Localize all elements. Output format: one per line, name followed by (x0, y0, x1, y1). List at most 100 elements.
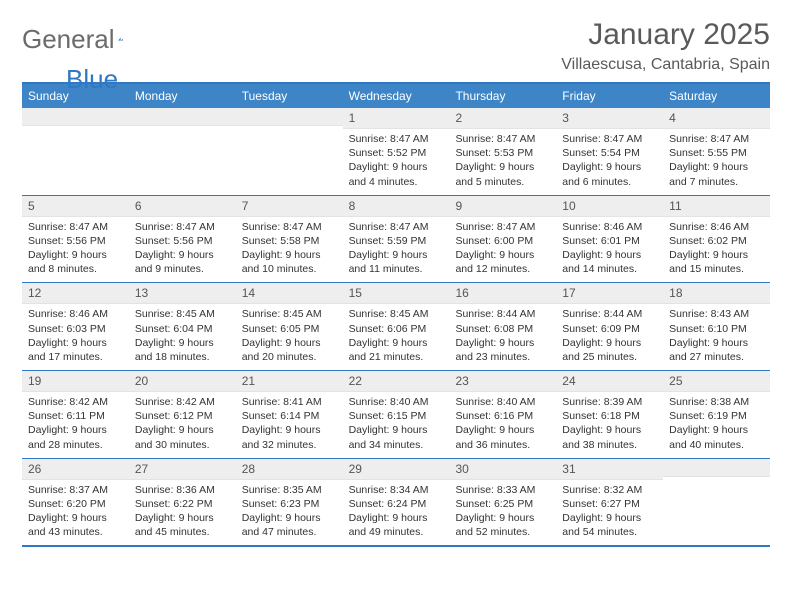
week-row: 1Sunrise: 8:47 AMSunset: 5:52 PMDaylight… (22, 108, 770, 196)
day-cell: 13Sunrise: 8:45 AMSunset: 6:04 PMDayligh… (129, 283, 236, 370)
day-cell: 28Sunrise: 8:35 AMSunset: 6:23 PMDayligh… (236, 459, 343, 546)
day-detail: Sunrise: 8:46 AMSunset: 6:03 PMDaylight:… (22, 304, 129, 370)
day-cell: 15Sunrise: 8:45 AMSunset: 6:06 PMDayligh… (343, 283, 450, 370)
day-cell: 8Sunrise: 8:47 AMSunset: 5:59 PMDaylight… (343, 196, 450, 283)
day-cell (663, 459, 770, 546)
day-number: 30 (449, 459, 556, 480)
day-detail: Sunrise: 8:36 AMSunset: 6:22 PMDaylight:… (129, 480, 236, 546)
day-number: 25 (663, 371, 770, 392)
day-header: Saturday (663, 84, 770, 108)
day-cell (22, 108, 129, 195)
day-cell: 11Sunrise: 8:46 AMSunset: 6:02 PMDayligh… (663, 196, 770, 283)
day-cell: 10Sunrise: 8:46 AMSunset: 6:01 PMDayligh… (556, 196, 663, 283)
day-number: 20 (129, 371, 236, 392)
day-header: Wednesday (343, 84, 450, 108)
month-title: January 2025 (561, 18, 770, 52)
day-number (236, 108, 343, 126)
day-detail: Sunrise: 8:44 AMSunset: 6:09 PMDaylight:… (556, 304, 663, 370)
day-detail: Sunrise: 8:47 AMSunset: 5:52 PMDaylight:… (343, 129, 450, 195)
day-detail: Sunrise: 8:47 AMSunset: 5:59 PMDaylight:… (343, 217, 450, 283)
day-number: 16 (449, 283, 556, 304)
day-detail (663, 477, 770, 535)
day-number (129, 108, 236, 126)
day-number: 22 (343, 371, 450, 392)
day-detail: Sunrise: 8:42 AMSunset: 6:12 PMDaylight:… (129, 392, 236, 458)
day-number: 5 (22, 196, 129, 217)
day-cell (129, 108, 236, 195)
calendar: Sunday Monday Tuesday Wednesday Thursday… (22, 82, 770, 547)
day-detail: Sunrise: 8:46 AMSunset: 6:02 PMDaylight:… (663, 217, 770, 283)
day-number: 18 (663, 283, 770, 304)
week-row: 19Sunrise: 8:42 AMSunset: 6:11 PMDayligh… (22, 371, 770, 459)
sail-icon (118, 28, 123, 50)
day-number: 24 (556, 371, 663, 392)
day-detail: Sunrise: 8:47 AMSunset: 5:56 PMDaylight:… (129, 217, 236, 283)
day-cell: 19Sunrise: 8:42 AMSunset: 6:11 PMDayligh… (22, 371, 129, 458)
day-header-row: Sunday Monday Tuesday Wednesday Thursday… (22, 84, 770, 108)
day-detail: Sunrise: 8:47 AMSunset: 6:00 PMDaylight:… (449, 217, 556, 283)
day-number: 29 (343, 459, 450, 480)
day-cell: 1Sunrise: 8:47 AMSunset: 5:52 PMDaylight… (343, 108, 450, 195)
day-number: 1 (343, 108, 450, 129)
day-number: 12 (22, 283, 129, 304)
day-number: 8 (343, 196, 450, 217)
day-cell (236, 108, 343, 195)
day-cell: 27Sunrise: 8:36 AMSunset: 6:22 PMDayligh… (129, 459, 236, 546)
day-header: Tuesday (236, 84, 343, 108)
day-detail: Sunrise: 8:43 AMSunset: 6:10 PMDaylight:… (663, 304, 770, 370)
day-number: 26 (22, 459, 129, 480)
day-number: 7 (236, 196, 343, 217)
day-number: 13 (129, 283, 236, 304)
day-cell: 4Sunrise: 8:47 AMSunset: 5:55 PMDaylight… (663, 108, 770, 195)
day-detail: Sunrise: 8:42 AMSunset: 6:11 PMDaylight:… (22, 392, 129, 458)
day-number: 14 (236, 283, 343, 304)
day-cell: 22Sunrise: 8:40 AMSunset: 6:15 PMDayligh… (343, 371, 450, 458)
day-detail: Sunrise: 8:47 AMSunset: 5:54 PMDaylight:… (556, 129, 663, 195)
title-block: January 2025 Villaescusa, Cantabria, Spa… (561, 18, 770, 74)
day-detail: Sunrise: 8:47 AMSunset: 5:55 PMDaylight:… (663, 129, 770, 195)
day-cell: 20Sunrise: 8:42 AMSunset: 6:12 PMDayligh… (129, 371, 236, 458)
day-cell: 3Sunrise: 8:47 AMSunset: 5:54 PMDaylight… (556, 108, 663, 195)
week-row: 5Sunrise: 8:47 AMSunset: 5:56 PMDaylight… (22, 196, 770, 284)
day-cell: 2Sunrise: 8:47 AMSunset: 5:53 PMDaylight… (449, 108, 556, 195)
day-detail: Sunrise: 8:33 AMSunset: 6:25 PMDaylight:… (449, 480, 556, 546)
day-number: 6 (129, 196, 236, 217)
day-number: 23 (449, 371, 556, 392)
day-number: 9 (449, 196, 556, 217)
day-cell: 25Sunrise: 8:38 AMSunset: 6:19 PMDayligh… (663, 371, 770, 458)
day-cell: 7Sunrise: 8:47 AMSunset: 5:58 PMDaylight… (236, 196, 343, 283)
day-cell: 23Sunrise: 8:40 AMSunset: 6:16 PMDayligh… (449, 371, 556, 458)
day-cell: 6Sunrise: 8:47 AMSunset: 5:56 PMDaylight… (129, 196, 236, 283)
day-cell: 12Sunrise: 8:46 AMSunset: 6:03 PMDayligh… (22, 283, 129, 370)
day-cell: 31Sunrise: 8:32 AMSunset: 6:27 PMDayligh… (556, 459, 663, 546)
brand-part2: Blue (66, 64, 118, 95)
day-cell: 24Sunrise: 8:39 AMSunset: 6:18 PMDayligh… (556, 371, 663, 458)
day-cell: 9Sunrise: 8:47 AMSunset: 6:00 PMDaylight… (449, 196, 556, 283)
day-number: 11 (663, 196, 770, 217)
day-number (22, 108, 129, 126)
week-row: 26Sunrise: 8:37 AMSunset: 6:20 PMDayligh… (22, 459, 770, 548)
day-detail: Sunrise: 8:39 AMSunset: 6:18 PMDaylight:… (556, 392, 663, 458)
day-number: 4 (663, 108, 770, 129)
day-cell: 18Sunrise: 8:43 AMSunset: 6:10 PMDayligh… (663, 283, 770, 370)
day-cell: 17Sunrise: 8:44 AMSunset: 6:09 PMDayligh… (556, 283, 663, 370)
day-detail: Sunrise: 8:41 AMSunset: 6:14 PMDaylight:… (236, 392, 343, 458)
day-detail (129, 126, 236, 184)
location-subtitle: Villaescusa, Cantabria, Spain (561, 56, 770, 74)
day-number: 15 (343, 283, 450, 304)
day-header: Friday (556, 84, 663, 108)
day-detail (22, 126, 129, 184)
week-row: 12Sunrise: 8:46 AMSunset: 6:03 PMDayligh… (22, 283, 770, 371)
day-number: 10 (556, 196, 663, 217)
day-cell: 14Sunrise: 8:45 AMSunset: 6:05 PMDayligh… (236, 283, 343, 370)
day-detail: Sunrise: 8:47 AMSunset: 5:53 PMDaylight:… (449, 129, 556, 195)
header-row: General January 2025 Villaescusa, Cantab… (22, 18, 770, 74)
day-detail: Sunrise: 8:37 AMSunset: 6:20 PMDaylight:… (22, 480, 129, 546)
day-detail: Sunrise: 8:44 AMSunset: 6:08 PMDaylight:… (449, 304, 556, 370)
day-cell: 21Sunrise: 8:41 AMSunset: 6:14 PMDayligh… (236, 371, 343, 458)
day-detail (236, 126, 343, 184)
day-cell: 5Sunrise: 8:47 AMSunset: 5:56 PMDaylight… (22, 196, 129, 283)
day-number: 19 (22, 371, 129, 392)
day-detail: Sunrise: 8:47 AMSunset: 5:58 PMDaylight:… (236, 217, 343, 283)
brand-part1: General (22, 24, 115, 55)
